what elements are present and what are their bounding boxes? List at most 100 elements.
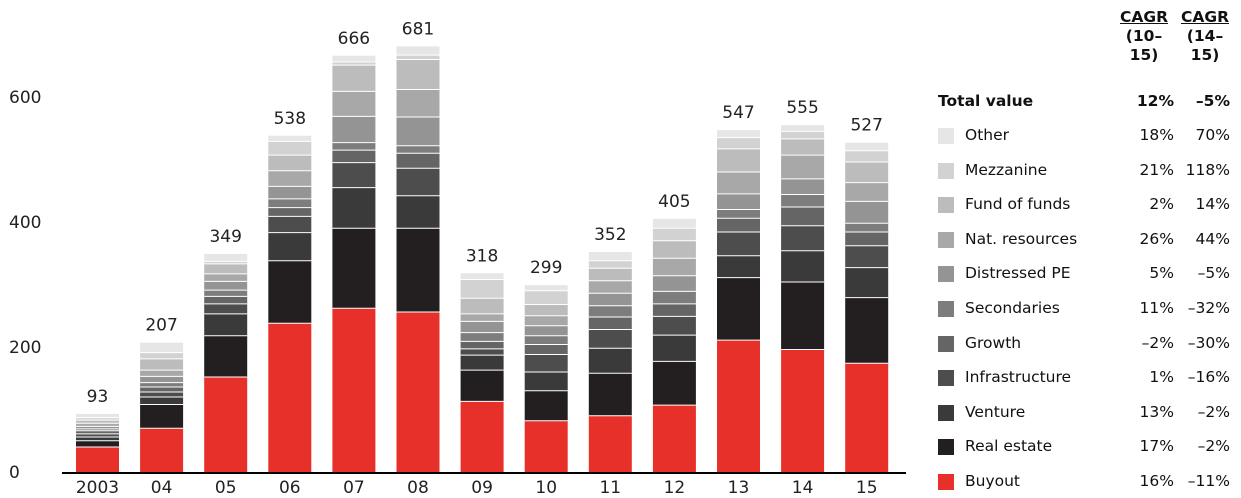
bar-segment	[460, 401, 504, 472]
bar-segment	[76, 433, 119, 437]
bar-total-label: 681	[402, 19, 434, 39]
bar-segment	[781, 250, 825, 282]
legend-swatch	[938, 439, 954, 456]
bar-segment	[781, 282, 825, 350]
bar-segment	[268, 170, 312, 187]
bar-segment	[652, 405, 696, 472]
y-tick-label: 0	[9, 463, 20, 483]
cagr-header-period: (10–15)	[1125, 27, 1163, 64]
y-tick-label: 400	[9, 213, 41, 233]
total-cagr-14-15: –5%	[1195, 92, 1230, 110]
stacked-bar-chart: 0 200 400 600 93 207 349 538 666 681 318 299 352 405…	[9, 19, 906, 498]
legend-cagr-14-15: 70%	[1195, 126, 1230, 144]
legend-label: Nat. resources	[965, 229, 1078, 248]
bar-segment	[204, 290, 248, 297]
bar-stack-04	[140, 342, 184, 472]
bar-segment	[268, 323, 312, 472]
legend-label: Growth	[965, 333, 1022, 352]
bar-segment	[717, 193, 760, 210]
bar-segment	[588, 415, 632, 472]
bar-segment	[396, 312, 440, 472]
bar-segment	[717, 137, 760, 149]
bar-total-label: 318	[466, 246, 498, 266]
y-tick-label: 200	[9, 338, 41, 358]
legend-row: Buyout 16% –11%	[930, 471, 1235, 493]
cagr-header-label: CAGR	[1119, 8, 1169, 26]
bar-segment	[76, 428, 119, 431]
bar-segment	[332, 91, 376, 117]
bar-total-label: 93	[87, 387, 109, 407]
bar-segment	[524, 285, 568, 291]
bar-segment	[204, 313, 248, 336]
legend-label: Real estate	[965, 437, 1053, 456]
bar-segment	[845, 297, 889, 364]
legend-swatch	[938, 335, 954, 352]
bar-segment	[460, 355, 504, 371]
bar-segment	[781, 131, 825, 139]
legend-cagr-10-15: 5%	[1149, 264, 1174, 283]
bar-segment	[332, 62, 376, 66]
bar-segment	[717, 218, 760, 232]
bar-total-label: 349	[209, 227, 241, 247]
bar-segment	[588, 305, 632, 317]
bar-segment	[524, 372, 568, 391]
legend-cagr-10-15: 17%	[1139, 437, 1174, 456]
x-tick-label: 05	[215, 478, 237, 498]
legend-swatch	[938, 404, 954, 421]
legend-row: Mezzanine 21% 118%	[930, 160, 1235, 182]
bar-segment	[845, 150, 889, 162]
bar-segment	[460, 321, 504, 333]
bar-stack-2003	[76, 413, 119, 472]
legend-swatch	[938, 231, 954, 248]
bar-total-label: 527	[850, 116, 882, 136]
bar-total-labels: 93 207 349 538 666 681 318 299 352 405 547 555 527	[87, 19, 883, 407]
x-tick-label: 10	[535, 478, 557, 498]
bar-segment	[588, 252, 632, 261]
bar-segment	[332, 308, 376, 472]
bar-segment	[781, 225, 825, 251]
bar-segment	[396, 89, 440, 117]
bar-segment	[588, 348, 632, 374]
legend-cagr-14-15: –2%	[1197, 402, 1230, 421]
bar-segment	[140, 342, 184, 353]
bar-segment	[588, 280, 632, 294]
bar-segment	[845, 245, 889, 268]
bar-segment	[717, 255, 760, 278]
x-tick-label: 06	[279, 478, 301, 498]
bar-segment	[332, 65, 376, 92]
bar-total-label: 405	[658, 192, 690, 212]
bar-segment	[652, 258, 696, 276]
bar-segment	[332, 55, 376, 62]
bar-stack-13	[717, 130, 760, 472]
bar-segment	[524, 354, 568, 372]
legend-cagr-14-15: –2%	[1197, 437, 1230, 456]
bar-segment	[332, 150, 376, 163]
bar-stack-06	[268, 135, 312, 472]
legend-row: Other 18% 70%	[930, 125, 1235, 147]
bar-segment	[204, 296, 248, 304]
legend-swatch	[938, 301, 954, 317]
bar-segment	[652, 361, 696, 406]
legend-label: Fund of funds	[965, 195, 1071, 214]
bar-segment	[268, 186, 312, 199]
x-tick-label: 2003	[76, 478, 119, 498]
bar-segment	[588, 268, 632, 281]
x-tick-label: 04	[151, 478, 173, 498]
bar-segment	[76, 423, 119, 427]
bar-segment	[781, 125, 825, 132]
bar-segment	[76, 440, 119, 447]
bar-segment	[204, 253, 248, 262]
bar-segment	[524, 325, 568, 336]
total-value-label: Total value	[938, 92, 1034, 110]
x-tick-label: 15	[856, 478, 878, 498]
bar-segment	[460, 341, 504, 349]
bar-segment	[76, 447, 119, 472]
bar-segment	[460, 370, 504, 402]
legend-swatch	[938, 162, 954, 179]
bar-segment	[652, 316, 696, 336]
legend-label: Other	[965, 126, 1010, 144]
bar-segment	[717, 340, 760, 472]
legend-row: Distressed PE 5% –5%	[930, 263, 1235, 285]
legend-cagr-14-15: –5%	[1197, 264, 1230, 283]
bar-segment	[524, 290, 568, 305]
